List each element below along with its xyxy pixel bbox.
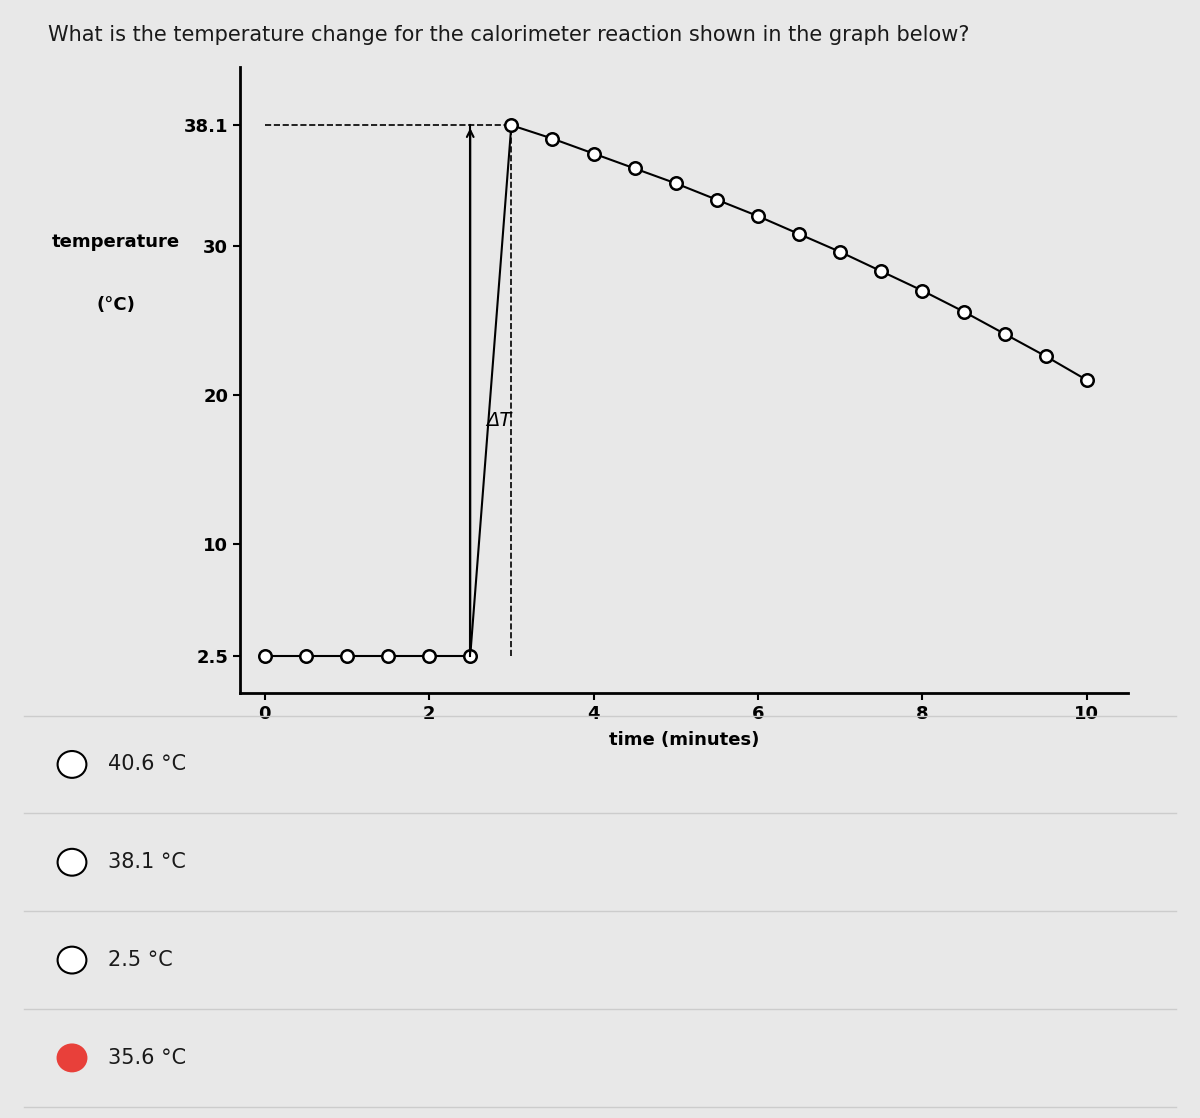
Text: 38.1 °C: 38.1 °C	[108, 852, 186, 872]
Text: What is the temperature change for the calorimeter reaction shown in the graph b: What is the temperature change for the c…	[48, 25, 970, 45]
Text: 2.5 °C: 2.5 °C	[108, 950, 173, 970]
Text: 35.6 °C: 35.6 °C	[108, 1048, 186, 1068]
X-axis label: time (minutes): time (minutes)	[608, 731, 760, 749]
Text: ΔT: ΔT	[487, 411, 512, 429]
Text: temperature: temperature	[52, 234, 180, 252]
Text: 40.6 °C: 40.6 °C	[108, 755, 186, 775]
Text: (°C): (°C)	[96, 296, 136, 314]
